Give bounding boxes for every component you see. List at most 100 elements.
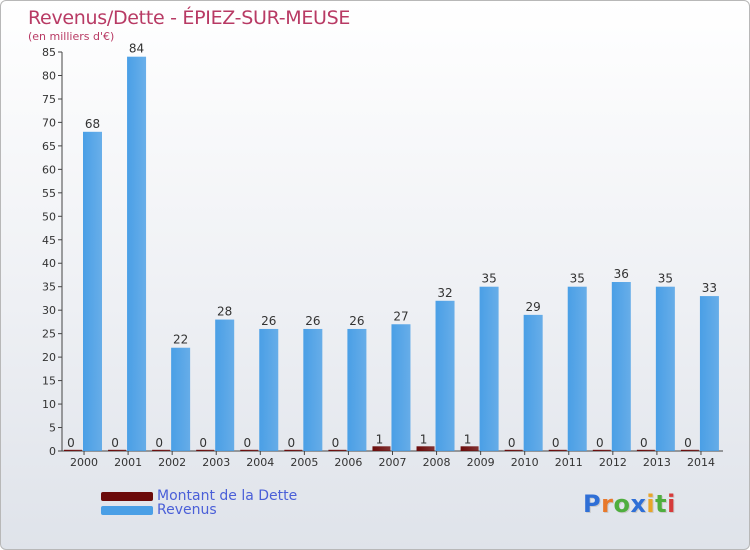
bar-revenus [171,347,191,451]
data-label-dette: 0 [332,436,340,450]
y-tick-label: 75 [42,93,56,106]
data-label-revenus: 35 [570,272,585,286]
data-label-revenus: 35 [658,272,673,286]
bar-revenus [567,286,587,451]
data-label-dette: 0 [640,436,648,450]
y-tick-label: 5 [49,422,56,435]
bar-dette [460,446,479,451]
bar-dette [152,449,171,451]
x-tick-label: 2008 [423,456,451,469]
bar-dette [548,449,567,451]
y-tick-label: 20 [42,351,56,364]
y-tick-label: 10 [42,398,56,411]
logo-letter: x [630,490,647,518]
data-label-dette: 0 [288,436,296,450]
data-label-revenus: 32 [437,286,452,300]
bar-dette [284,449,303,451]
data-label-revenus: 26 [261,314,276,328]
y-tick-label: 55 [42,187,56,200]
data-label-revenus: 84 [129,42,144,56]
bar-dette [328,449,347,451]
bar-dette [240,449,259,451]
x-tick-label: 2011 [555,456,583,469]
proxiti-logo: Proxiti [583,490,676,518]
x-tick-label: 2010 [511,456,539,469]
data-label-dette: 0 [596,436,604,450]
legend-label-dette: Montant de la Dette [157,488,298,504]
data-label-revenus: 22 [173,333,188,347]
logo-letter: i [667,490,676,518]
data-label-dette: 0 [155,436,163,450]
bar-revenus [699,296,719,451]
bar-revenus [127,56,147,451]
data-label-dette: 0 [111,436,119,450]
x-tick-label: 2000 [70,456,98,469]
y-tick-label: 45 [42,234,56,247]
bar-revenus [435,300,455,451]
bar-revenus [523,314,543,451]
bar-dette [592,449,611,451]
bar-revenus [391,324,411,451]
y-tick-label: 60 [42,163,56,176]
data-label-revenus: 26 [349,314,364,328]
x-tick-label: 2001 [114,456,142,469]
logo-letter: o [613,490,631,518]
data-label-revenus: 35 [481,272,496,286]
data-label-revenus: 29 [526,300,541,314]
bar-dette [680,449,699,451]
bar-dette [196,449,215,451]
y-tick-label: 30 [42,304,56,317]
bar-revenus [259,328,279,451]
bar-dette [636,449,655,451]
logo-letter: t [655,490,668,518]
y-tick-label: 35 [42,281,56,294]
y-tick-label: 70 [42,116,56,129]
y-tick-label: 15 [42,375,56,388]
data-label-revenus: 27 [393,309,408,323]
legend-swatch-revenus [101,506,153,515]
data-label-dette: 0 [199,436,207,450]
x-tick-label: 2007 [379,456,407,469]
data-label-revenus: 36 [614,267,629,281]
logo-letter: r [601,490,614,518]
y-tick-label: 65 [42,140,56,153]
bar-revenus [303,328,323,451]
data-label-dette: 0 [684,436,692,450]
x-tick-label: 2004 [246,456,274,469]
legend-label-revenus: Revenus [157,502,217,518]
y-tick-label: 50 [42,210,56,223]
data-label-dette: 0 [552,436,560,450]
bar-dette [108,449,127,451]
y-tick-label: 0 [49,445,56,458]
bar-dette [416,446,435,451]
x-tick-label: 2003 [202,456,230,469]
x-tick-label: 2009 [467,456,495,469]
data-label-dette: 0 [508,436,516,450]
bar-revenus [215,319,235,451]
x-tick-label: 2006 [334,456,362,469]
y-tick-label: 85 [42,46,56,59]
bar-revenus [479,286,499,451]
y-tick-label: 40 [42,257,56,270]
y-tick-label: 25 [42,328,56,341]
bar-revenus [611,282,631,451]
data-label-revenus: 28 [217,305,232,319]
x-tick-label: 2013 [643,456,671,469]
x-tick-label: 2012 [599,456,627,469]
data-label-revenus: 26 [305,314,320,328]
bar-dette [504,449,523,451]
x-tick-label: 2014 [687,456,715,469]
bar-dette [64,449,82,451]
logo-letter: i [646,490,656,518]
bar-revenus [347,328,367,451]
x-tick-label: 2002 [158,456,186,469]
data-label-dette: 0 [243,436,251,450]
chart-subtitle: (en milliers d'€) [28,30,115,43]
logo-letter: P [583,490,602,518]
chart-title: Revenus/Dette - ÉPIEZ-SUR-MEUSE [28,7,351,29]
data-label-revenus: 68 [85,117,100,131]
y-tick-label: 80 [42,69,56,82]
data-label-dette: 1 [420,432,428,446]
